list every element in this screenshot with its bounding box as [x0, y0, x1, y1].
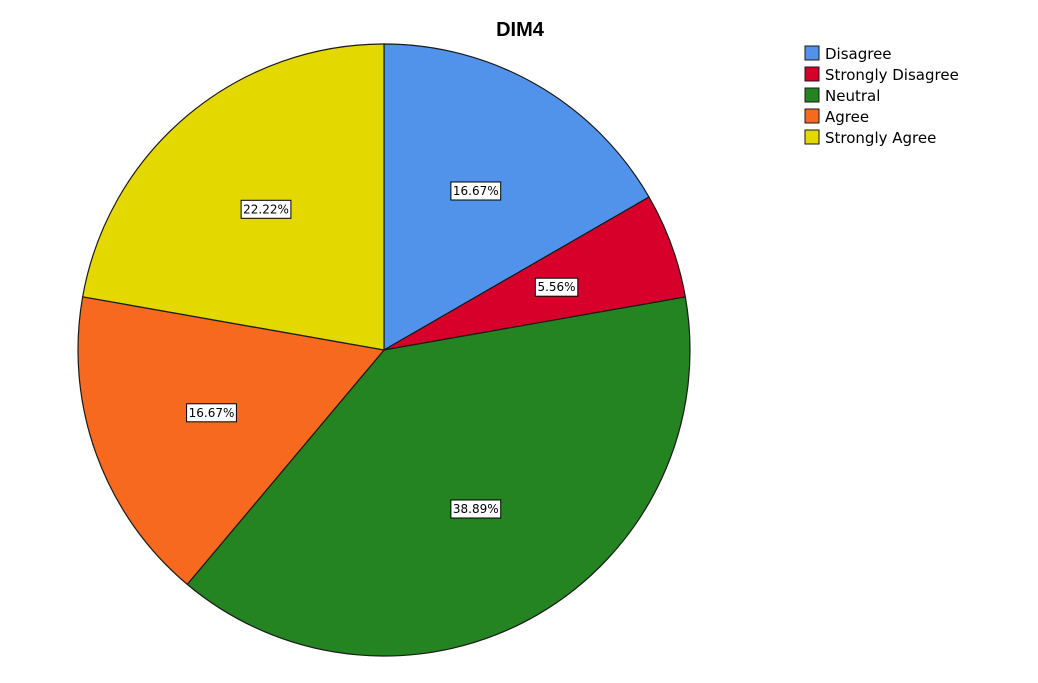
- data-label-box: [534, 277, 579, 297]
- pie-slices: [77, 43, 691, 657]
- legend-item: Strongly Disagree: [804, 66, 959, 84]
- legend: Disagree Strongly Disagree Neutral Agree Str…: [804, 45, 959, 147]
- legend-item: Strongly Agree: [804, 129, 936, 147]
- data-label-text: 16.67%: [189, 406, 235, 420]
- legend-item: Neutral: [804, 87, 880, 105]
- data-label-text: 5.56%: [537, 280, 575, 294]
- legend-swatch: [804, 108, 820, 124]
- data-label-text: 38.89%: [453, 502, 499, 516]
- data-label-box: [240, 199, 292, 219]
- legend-label: Agree: [825, 108, 869, 126]
- pie-slice-agree: [77, 296, 386, 586]
- data-label-box: [186, 403, 237, 423]
- data-label-box: [450, 499, 502, 519]
- pie-slice-disagree: [383, 43, 650, 352]
- pie-slice-neutral: [186, 296, 691, 657]
- legend-item: Disagree: [804, 45, 892, 63]
- data-label: 38.89%: [450, 499, 502, 519]
- legend-label: Strongly Disagree: [825, 66, 959, 84]
- legend-label: Strongly Agree: [825, 129, 936, 147]
- data-label: 22.22%: [240, 199, 292, 219]
- legend-label: Disagree: [825, 45, 892, 63]
- slice-labels: 16.67% 5.56% 38.89% 16.67% 22.22%: [186, 181, 579, 519]
- data-label: 16.67%: [450, 181, 502, 201]
- data-label-text: 22.22%: [243, 202, 289, 216]
- legend-item: Agree: [804, 108, 869, 126]
- legend-label: Neutral: [825, 87, 880, 105]
- legend-swatch: [804, 66, 820, 82]
- pie-slice-strongly-agree: [81, 43, 385, 351]
- data-label: 16.67%: [186, 403, 237, 423]
- chart-title: DIM4: [496, 19, 545, 41]
- legend-swatch: [804, 129, 820, 145]
- legend-swatch: [804, 87, 820, 103]
- legend-swatch: [804, 45, 820, 61]
- data-label-text: 16.67%: [453, 184, 499, 198]
- data-label: 5.56%: [534, 277, 579, 297]
- data-label-box: [450, 181, 502, 201]
